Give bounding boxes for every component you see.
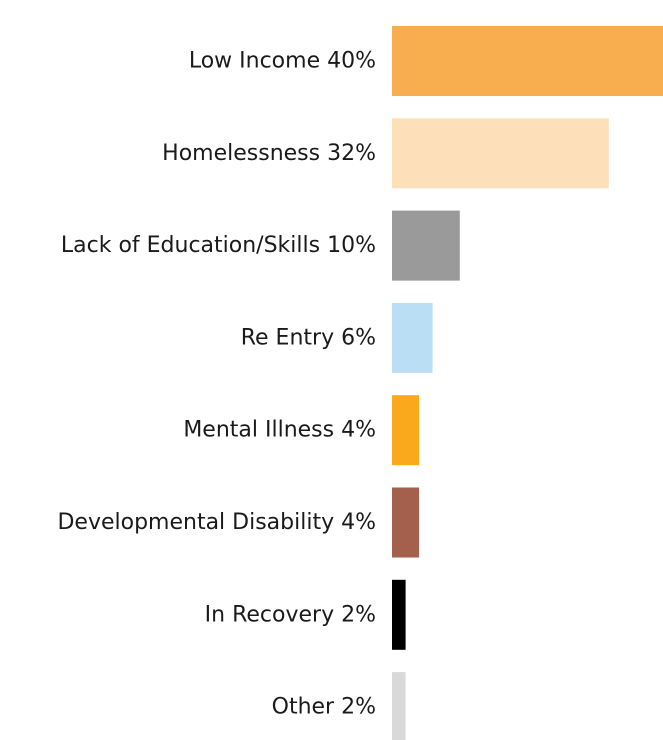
category-label: Lack of Education/Skills 10% xyxy=(61,233,376,258)
category-label: Mental Illness 4% xyxy=(183,418,376,443)
category-label: In Recovery 2% xyxy=(205,602,376,627)
bar-re-entry xyxy=(392,302,433,373)
bar-other xyxy=(392,672,406,740)
category-label: Low Income 40% xyxy=(189,49,376,74)
category-label: Re Entry 6% xyxy=(241,325,376,350)
bar-lack-of-education-skills xyxy=(392,210,460,281)
bar-homelessness xyxy=(392,118,609,189)
category-label: Developmental Disability 4% xyxy=(57,510,376,535)
category-label: Homelessness 32% xyxy=(162,141,376,166)
category-labels: Low Income 40% Homelessness 32% Lack of Ed… xyxy=(57,49,376,720)
bar-low-income xyxy=(392,26,663,96)
bar-developmental-disability xyxy=(392,487,420,558)
category-label: Other 2% xyxy=(272,695,376,720)
bar-mental-illness xyxy=(392,395,420,466)
bar-in-recovery xyxy=(392,579,406,650)
bars xyxy=(392,26,663,740)
